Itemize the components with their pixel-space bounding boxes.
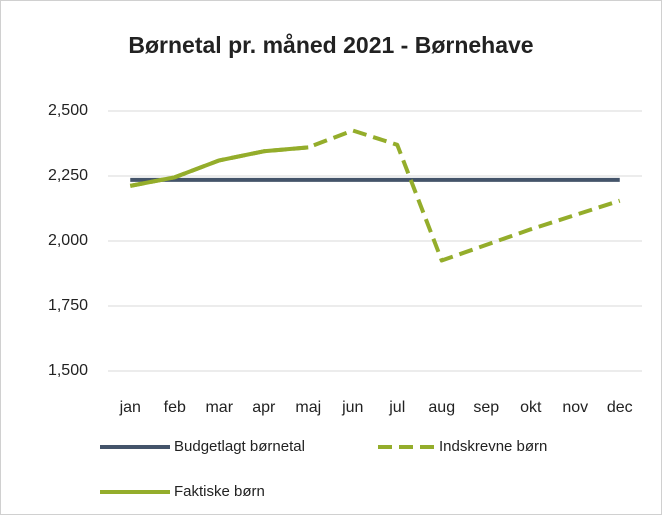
legend-label: Faktiske børn: [174, 483, 265, 500]
x-tick-label: dec: [607, 399, 633, 416]
x-tick-label: jun: [341, 399, 363, 416]
x-tick-label: okt: [520, 399, 542, 416]
y-tick-label: 1,500: [48, 362, 88, 379]
legend-label: Budgetlagt børnetal: [174, 438, 305, 455]
y-tick-label: 2,250: [48, 167, 88, 184]
x-tick-label: aug: [428, 399, 455, 416]
x-tick-label: maj: [295, 399, 321, 416]
x-tick-label: nov: [562, 399, 588, 416]
legend-label: Indskrevne børn: [439, 438, 547, 455]
x-tick-label: feb: [164, 399, 186, 416]
x-tick-label: jul: [388, 399, 405, 416]
x-tick-label: jan: [119, 399, 141, 416]
x-tick-label: apr: [252, 399, 276, 416]
x-tick-label: mar: [205, 399, 233, 416]
series-line: [129, 145, 309, 188]
y-tick-label: 2,500: [48, 102, 88, 119]
chart-title: Børnetal pr. måned 2021 - Børnehave: [128, 32, 533, 58]
y-tick-label: 2,000: [48, 232, 88, 249]
x-tick-label: sep: [473, 399, 499, 416]
y-tick-label: 1,750: [48, 297, 88, 314]
